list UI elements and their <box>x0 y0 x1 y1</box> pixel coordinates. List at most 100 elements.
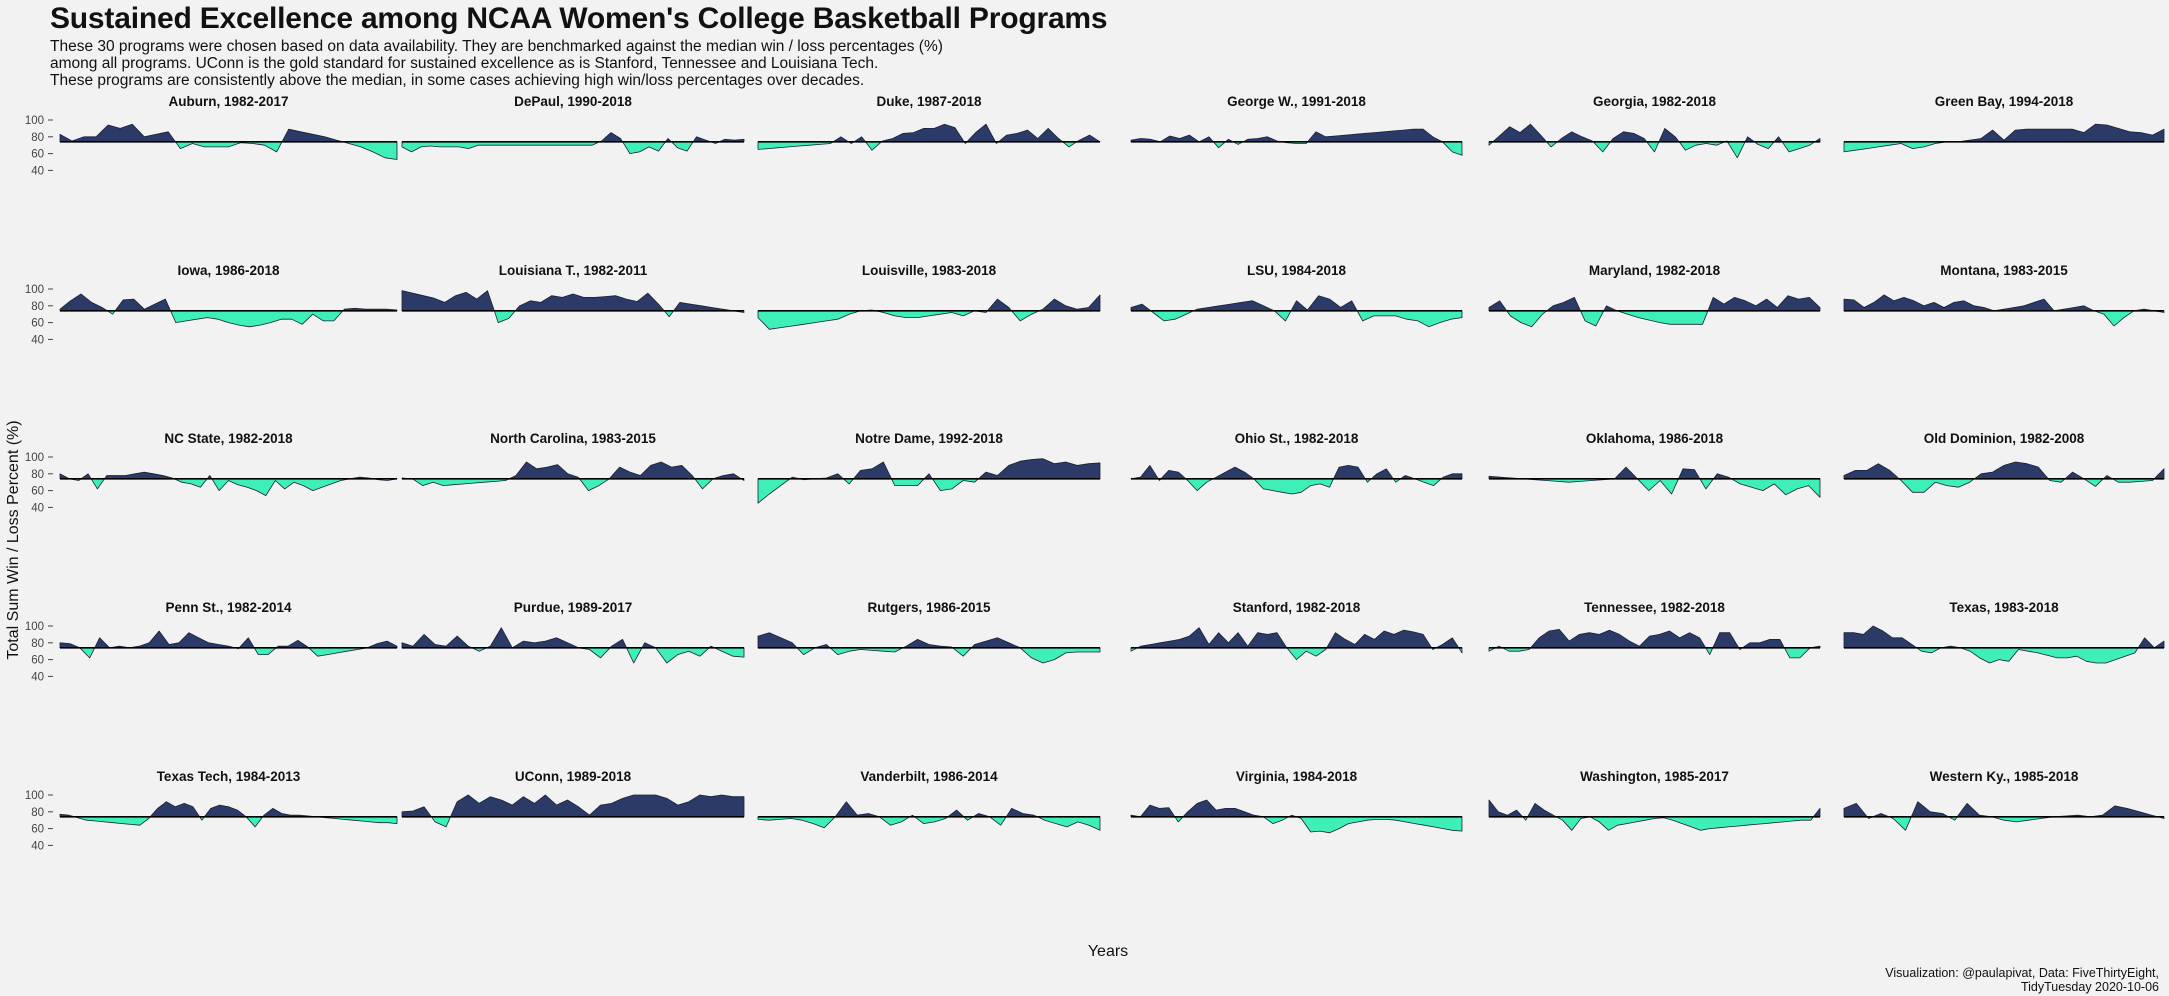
area-below-median <box>1274 310 1292 322</box>
x-axis-label: Years <box>1087 943 1129 960</box>
facet-panel: UConn, 1989-2018 <box>401 769 745 828</box>
y-tick-label: 40 <box>31 840 44 852</box>
area-below-median <box>1592 141 1611 153</box>
facet-panel: Georgia, 1982-2018 <box>1488 94 1821 159</box>
facet-title: Old Dominion, 1982-2008 <box>1924 431 2085 446</box>
area-below-median <box>308 647 368 657</box>
y-tick-label: 60 <box>31 655 44 667</box>
area-below-median <box>757 310 861 330</box>
area-above-median <box>59 293 108 312</box>
facet-panel: Texas, 1983-2018 <box>1843 600 2165 664</box>
area-below-median <box>1589 816 1814 831</box>
area-below-median <box>1506 310 1548 328</box>
area-above-median <box>1137 627 1288 649</box>
area-above-median <box>401 806 432 818</box>
area-below-median <box>829 647 904 655</box>
area-below-median <box>1781 141 1816 153</box>
area-below-median <box>175 141 283 153</box>
area-below-median <box>1185 478 1214 491</box>
area-above-median <box>1076 134 1101 143</box>
y-tick-label: 40 <box>31 502 44 514</box>
area-below-median <box>1556 816 1591 831</box>
facet-title: North Carolina, 1983-2015 <box>490 431 656 446</box>
area-above-median <box>450 794 745 818</box>
facet-panel: Purdue, 1989-2017 <box>401 600 745 664</box>
area-above-median <box>1843 294 1995 312</box>
area-above-median <box>366 640 398 649</box>
area-above-median <box>881 123 965 143</box>
facet-panel: Texas Tech, 1984-2013 <box>59 769 398 828</box>
chart-title: Sustained Excellence among NCAA Women's … <box>50 2 1108 35</box>
area-below-median <box>1019 647 1101 664</box>
area-above-median <box>1005 808 1038 818</box>
area-above-median <box>511 637 579 649</box>
area-above-median <box>1530 629 1707 649</box>
facet-title: George W., 1991-2018 <box>1227 94 1366 109</box>
facet-panel: Green Bay, 1994-2018 <box>1843 94 2165 153</box>
area-below-median <box>211 478 351 496</box>
facet-title: Western Ky., 1985-2018 <box>1930 769 2079 784</box>
area-above-median <box>2137 637 2155 649</box>
area-below-median <box>1705 647 1714 655</box>
area-above-median <box>1159 134 1200 143</box>
facet-panel: NC State, 1982-2018 <box>59 431 398 496</box>
area-above-median <box>401 634 473 649</box>
area-below-median <box>757 141 834 150</box>
facet-title: Georgia, 1982-2018 <box>1593 94 1717 109</box>
area-below-median <box>74 816 151 826</box>
area-below-median <box>1213 141 1226 149</box>
area-below-median <box>875 310 975 318</box>
area-below-median <box>1843 141 1948 153</box>
area-above-median <box>2064 471 2085 480</box>
area-above-median <box>262 808 318 818</box>
area-above-median <box>1678 468 1701 480</box>
area-below-median <box>173 478 208 488</box>
area-above-median <box>1333 465 1366 480</box>
area-above-median <box>1843 463 1900 480</box>
area-above-median <box>1527 803 1557 818</box>
area-above-median <box>1843 803 1868 818</box>
area-above-median <box>1212 466 1255 480</box>
area-above-median <box>1038 294 1101 312</box>
area-below-median <box>1442 141 1463 156</box>
area-above-median <box>59 123 176 143</box>
y-axis-label: Total Sum Win / Loss Percent (%) <box>5 420 22 660</box>
area-above-median <box>1435 637 1460 649</box>
area-below-median <box>579 478 610 491</box>
area-above-median <box>978 458 1101 480</box>
area-below-median <box>1253 478 1334 495</box>
caption-line-1: Visualization: @paulapivat, Data: FiveTh… <box>1885 966 2159 980</box>
area-above-median <box>94 637 110 649</box>
facet-panel: Louisiana T., 1982-2011 <box>401 263 745 323</box>
area-above-median <box>1370 468 1394 480</box>
area-below-median <box>493 310 516 323</box>
caption-line-2: TidyTuesday 2020-10-06 <box>2020 980 2159 994</box>
area-above-median <box>1956 803 1993 818</box>
area-below-median <box>932 478 979 491</box>
facet-title: DePaul, 1990-2018 <box>514 94 632 109</box>
subtitle-line-1: These 30 programs were chosen based on d… <box>50 38 943 55</box>
area-below-median <box>865 141 882 151</box>
area-below-median <box>79 647 96 659</box>
subtitle-line-3: These programs are consistently above th… <box>50 72 865 89</box>
y-tick-label: 100 <box>25 621 44 633</box>
area-above-median <box>1290 295 1358 312</box>
subtitle-line-2: among all programs. UConn is the gold st… <box>50 55 879 72</box>
area-below-median <box>757 478 791 504</box>
y-tick-label: 60 <box>31 318 44 330</box>
area-below-median <box>1960 647 2139 664</box>
area-above-median <box>673 302 734 312</box>
y-tick-label: 60 <box>31 486 44 498</box>
area-below-median <box>989 816 1007 826</box>
area-above-median <box>1160 470 1187 480</box>
y-tick-label: 80 <box>31 807 44 819</box>
facet-title: Maryland, 1982-2018 <box>1589 263 1721 278</box>
area-below-median <box>1699 478 1714 490</box>
facet-title: Louisiana T., 1982-2011 <box>499 263 648 278</box>
y-tick-label: 60 <box>31 149 44 161</box>
facet-panel: Ohio St., 1982-2018 <box>1130 431 1463 495</box>
area-below-median <box>1011 310 1040 322</box>
area-below-median <box>342 141 398 160</box>
caption: Visualization: @paulapivat, Data: FiveTh… <box>1759 966 2159 994</box>
area-above-median <box>970 637 1021 649</box>
